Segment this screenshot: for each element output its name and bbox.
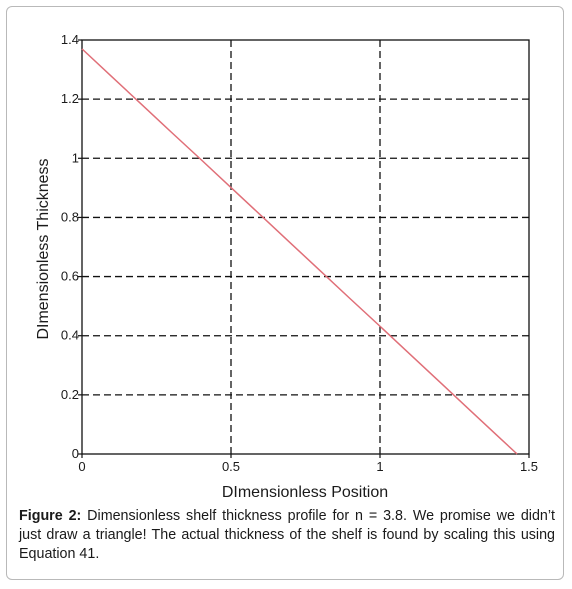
- y-tick-label: 1: [72, 150, 79, 165]
- y-axis-title: DImensionless Thickness: [35, 158, 52, 339]
- tick-marks: [78, 39, 530, 458]
- x-tick-label: 1.5: [520, 459, 538, 474]
- plot-axes: [81, 39, 530, 455]
- x-axis-title: DImensionless Position: [222, 484, 388, 500]
- x-tick-label: 0: [78, 459, 85, 474]
- y-tick-label: 0: [72, 446, 79, 461]
- tick-labels: 0 0.2 0.4 0.6 0.8 1 1.2 1.4 0 0.5 1 1.5: [61, 32, 538, 474]
- plot-frame: [81, 39, 530, 455]
- y-tick-label: 0.6: [61, 269, 79, 284]
- figure-frame: [6, 6, 564, 580]
- chart: 0 0.2 0.4 0.6 0.8 1 1.2 1.4 0 0.5 1 1.5 DImensionle…: [35, 32, 538, 500]
- y-tick-label: 1.4: [61, 32, 79, 47]
- y-tick-label: 0.8: [61, 209, 79, 224]
- x-tick-label: 0.5: [222, 459, 240, 474]
- series-lines: [81, 48, 518, 455]
- figure-caption: Figure 2: Dimensionless shelf thickness …: [19, 507, 555, 564]
- y-tick-label: 0.2: [61, 387, 79, 402]
- grid-lines: [82, 40, 529, 454]
- caption-text: Dimensionless shelf thickness profile fo…: [19, 508, 556, 562]
- caption-label: Figure 2:: [19, 508, 82, 524]
- y-tick-label: 0.4: [61, 328, 79, 343]
- thickness-profile-line: [81, 48, 518, 455]
- y-tick-label: 1.2: [61, 91, 79, 106]
- x-tick-label: 1: [376, 459, 383, 474]
